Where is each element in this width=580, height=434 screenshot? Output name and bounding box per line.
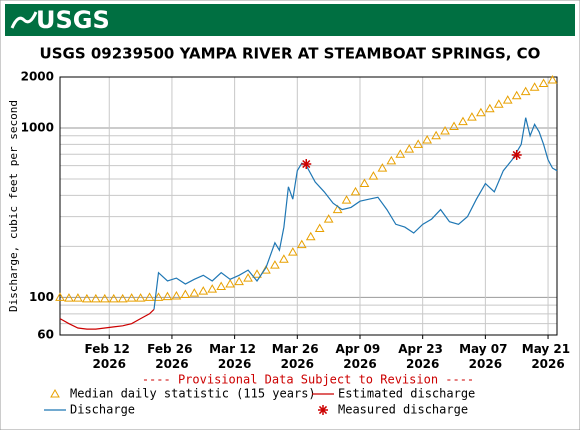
y-tick-label: 1000 (21, 120, 54, 134)
median-marker (189, 288, 200, 297)
plot-border (59, 76, 558, 336)
measured-marker (301, 159, 312, 170)
measured-marker (511, 149, 522, 160)
median-marker (180, 289, 191, 299)
x-tick-label: Mar 12 2026 (209, 342, 260, 371)
median-marker (117, 293, 128, 303)
x-tick-label: Feb 12 2026 (85, 342, 135, 371)
legend-label: Estimated discharge (338, 387, 475, 401)
median-marker (440, 125, 450, 135)
median-marker (493, 99, 504, 108)
median-marker (359, 178, 370, 188)
median-marker (305, 231, 316, 241)
median-marker (395, 149, 406, 158)
legend-symbol (318, 405, 328, 415)
median-marker (162, 291, 173, 301)
median-marker (476, 107, 486, 117)
median-marker (449, 121, 459, 131)
median-marker (252, 269, 262, 278)
x-tick-label: Apr 09 2026 (336, 342, 385, 371)
median-marker (82, 293, 92, 303)
logo-wave (10, 11, 38, 29)
median-marker (431, 130, 441, 140)
x-tick-label: Mar 26 2026 (272, 342, 323, 371)
x-tick-label: May 07 2026 (459, 342, 512, 371)
median-marker (422, 134, 433, 144)
chart-title: USGS 09239500 YAMPA RIVER AT STEAMBOAT S… (40, 45, 541, 63)
legend-label: Discharge (70, 403, 135, 417)
x-tick-label: Apr 23 2026 (398, 342, 447, 371)
median-marker (108, 293, 119, 303)
median-marker (341, 195, 352, 204)
legend-symbol (50, 388, 60, 398)
median-marker (458, 116, 468, 126)
median-marker (538, 78, 549, 88)
median-marker (234, 276, 244, 286)
median-marker (323, 214, 334, 223)
legend-label: Median daily statistic (115 years) (70, 387, 316, 401)
median-marker (207, 284, 218, 293)
median-marker (64, 293, 74, 302)
median-marker (413, 139, 424, 148)
provisional-note: ---- Provisional Data Subject to Revisio… (142, 373, 474, 387)
y-tick-label: 60 (37, 328, 54, 342)
median-marker (135, 293, 146, 302)
median-marker (144, 292, 155, 301)
median-marker (368, 171, 379, 180)
median-marker (279, 254, 289, 263)
median-marker (153, 292, 164, 301)
median-marker (547, 74, 558, 84)
median-marker (529, 82, 540, 91)
median-marker (404, 144, 415, 153)
y-tick-label: 2000 (21, 70, 54, 84)
median-marker (520, 86, 531, 96)
median-marker (270, 260, 280, 269)
median-marker (502, 95, 513, 104)
legend-label: Measured discharge (338, 403, 468, 417)
median-marker (511, 90, 522, 100)
median-marker (90, 293, 101, 303)
median-marker (296, 239, 307, 249)
median-marker (467, 112, 477, 121)
y-tick-label: 100 (29, 290, 54, 304)
x-tick-label: May 21 2026 (522, 342, 575, 371)
median-marker (332, 204, 343, 214)
median-marker (198, 286, 209, 295)
median-marker (55, 292, 65, 301)
median-marker (484, 103, 495, 113)
median-marker (225, 278, 236, 288)
median-marker (243, 273, 253, 282)
median-marker (99, 293, 110, 303)
median-marker (386, 155, 397, 165)
median-marker (216, 281, 227, 290)
discharge-line (59, 308, 155, 330)
median-marker (350, 186, 361, 196)
median-marker (171, 290, 182, 300)
logo: USGS (36, 6, 110, 34)
median-marker (287, 247, 298, 256)
y-axis-label: Discharge, cubic feet per second (7, 100, 20, 312)
median-marker (126, 293, 137, 302)
median-marker (314, 223, 325, 233)
median-marker (377, 163, 388, 172)
header-band (5, 4, 575, 36)
median-marker (73, 293, 83, 302)
x-tick-label: Feb 26 2026 (147, 342, 197, 371)
